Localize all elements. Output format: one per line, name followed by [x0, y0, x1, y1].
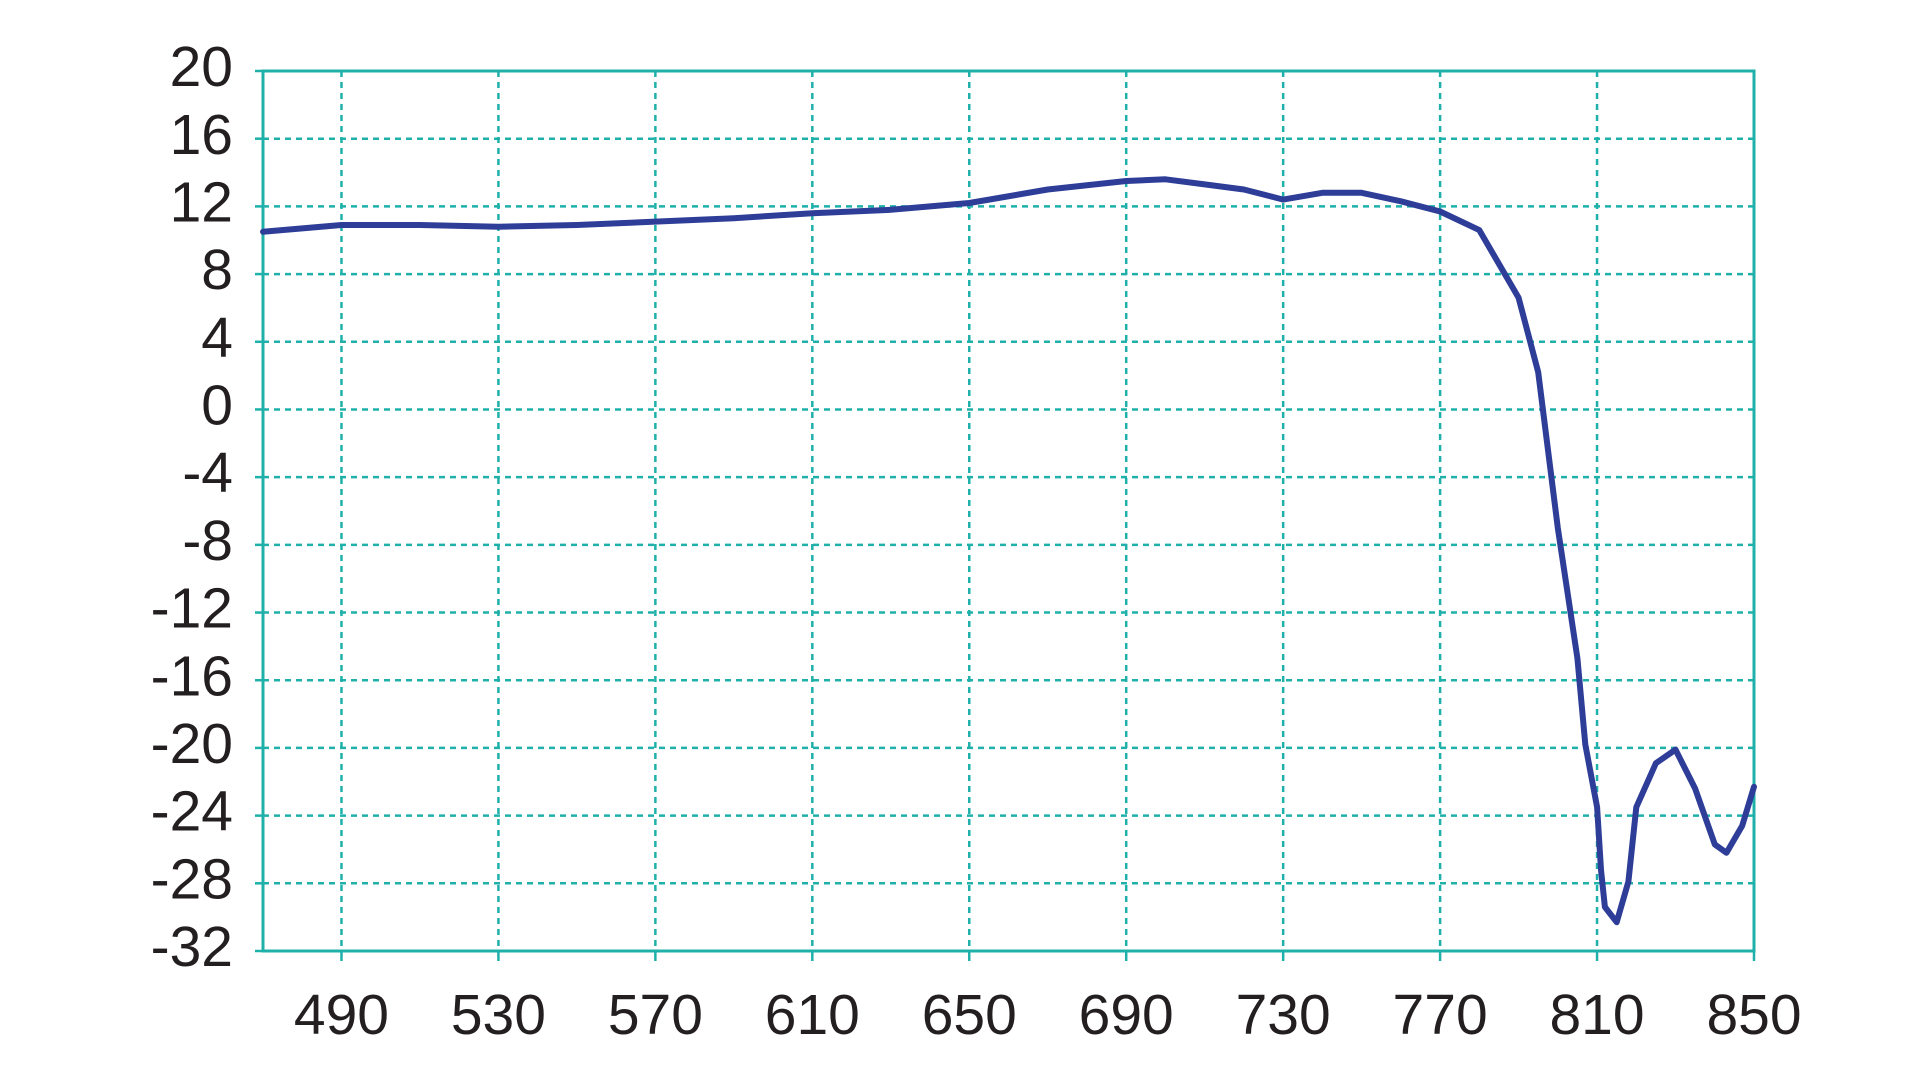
y-tick-label: -28 — [151, 847, 233, 911]
y-tick-label: -32 — [151, 915, 233, 979]
x-tick-label: 730 — [1236, 983, 1331, 1047]
x-tick-label: 530 — [451, 983, 546, 1047]
y-tick-label: -24 — [151, 780, 233, 844]
x-tick-label: 490 — [294, 983, 389, 1047]
plot-border — [261, 69, 1756, 953]
y-tick-label: 20 — [170, 35, 233, 99]
x-tick-label: 850 — [1706, 983, 1801, 1047]
y-tick-label: -16 — [151, 644, 233, 708]
y-tick-label: 4 — [201, 306, 233, 370]
x-tick-label: 690 — [1079, 983, 1174, 1047]
y-tick-label: 12 — [170, 170, 233, 234]
y-tick-label: -12 — [151, 577, 233, 641]
x-tick-label: 770 — [1393, 983, 1488, 1047]
y-tick-label: -4 — [182, 441, 233, 505]
x-tick-label: 650 — [922, 983, 1017, 1047]
y-tick-label: 16 — [170, 103, 233, 167]
y-tick-label: 8 — [201, 238, 233, 302]
y-tick-label: -8 — [182, 509, 233, 573]
y-tick-label: -20 — [151, 712, 233, 776]
x-tick-label: 610 — [765, 983, 860, 1047]
x-tick-label: 570 — [608, 983, 703, 1047]
y-tick-label: 0 — [201, 374, 233, 438]
x-tick-label: 810 — [1549, 983, 1644, 1047]
data-line — [260, 176, 1757, 926]
